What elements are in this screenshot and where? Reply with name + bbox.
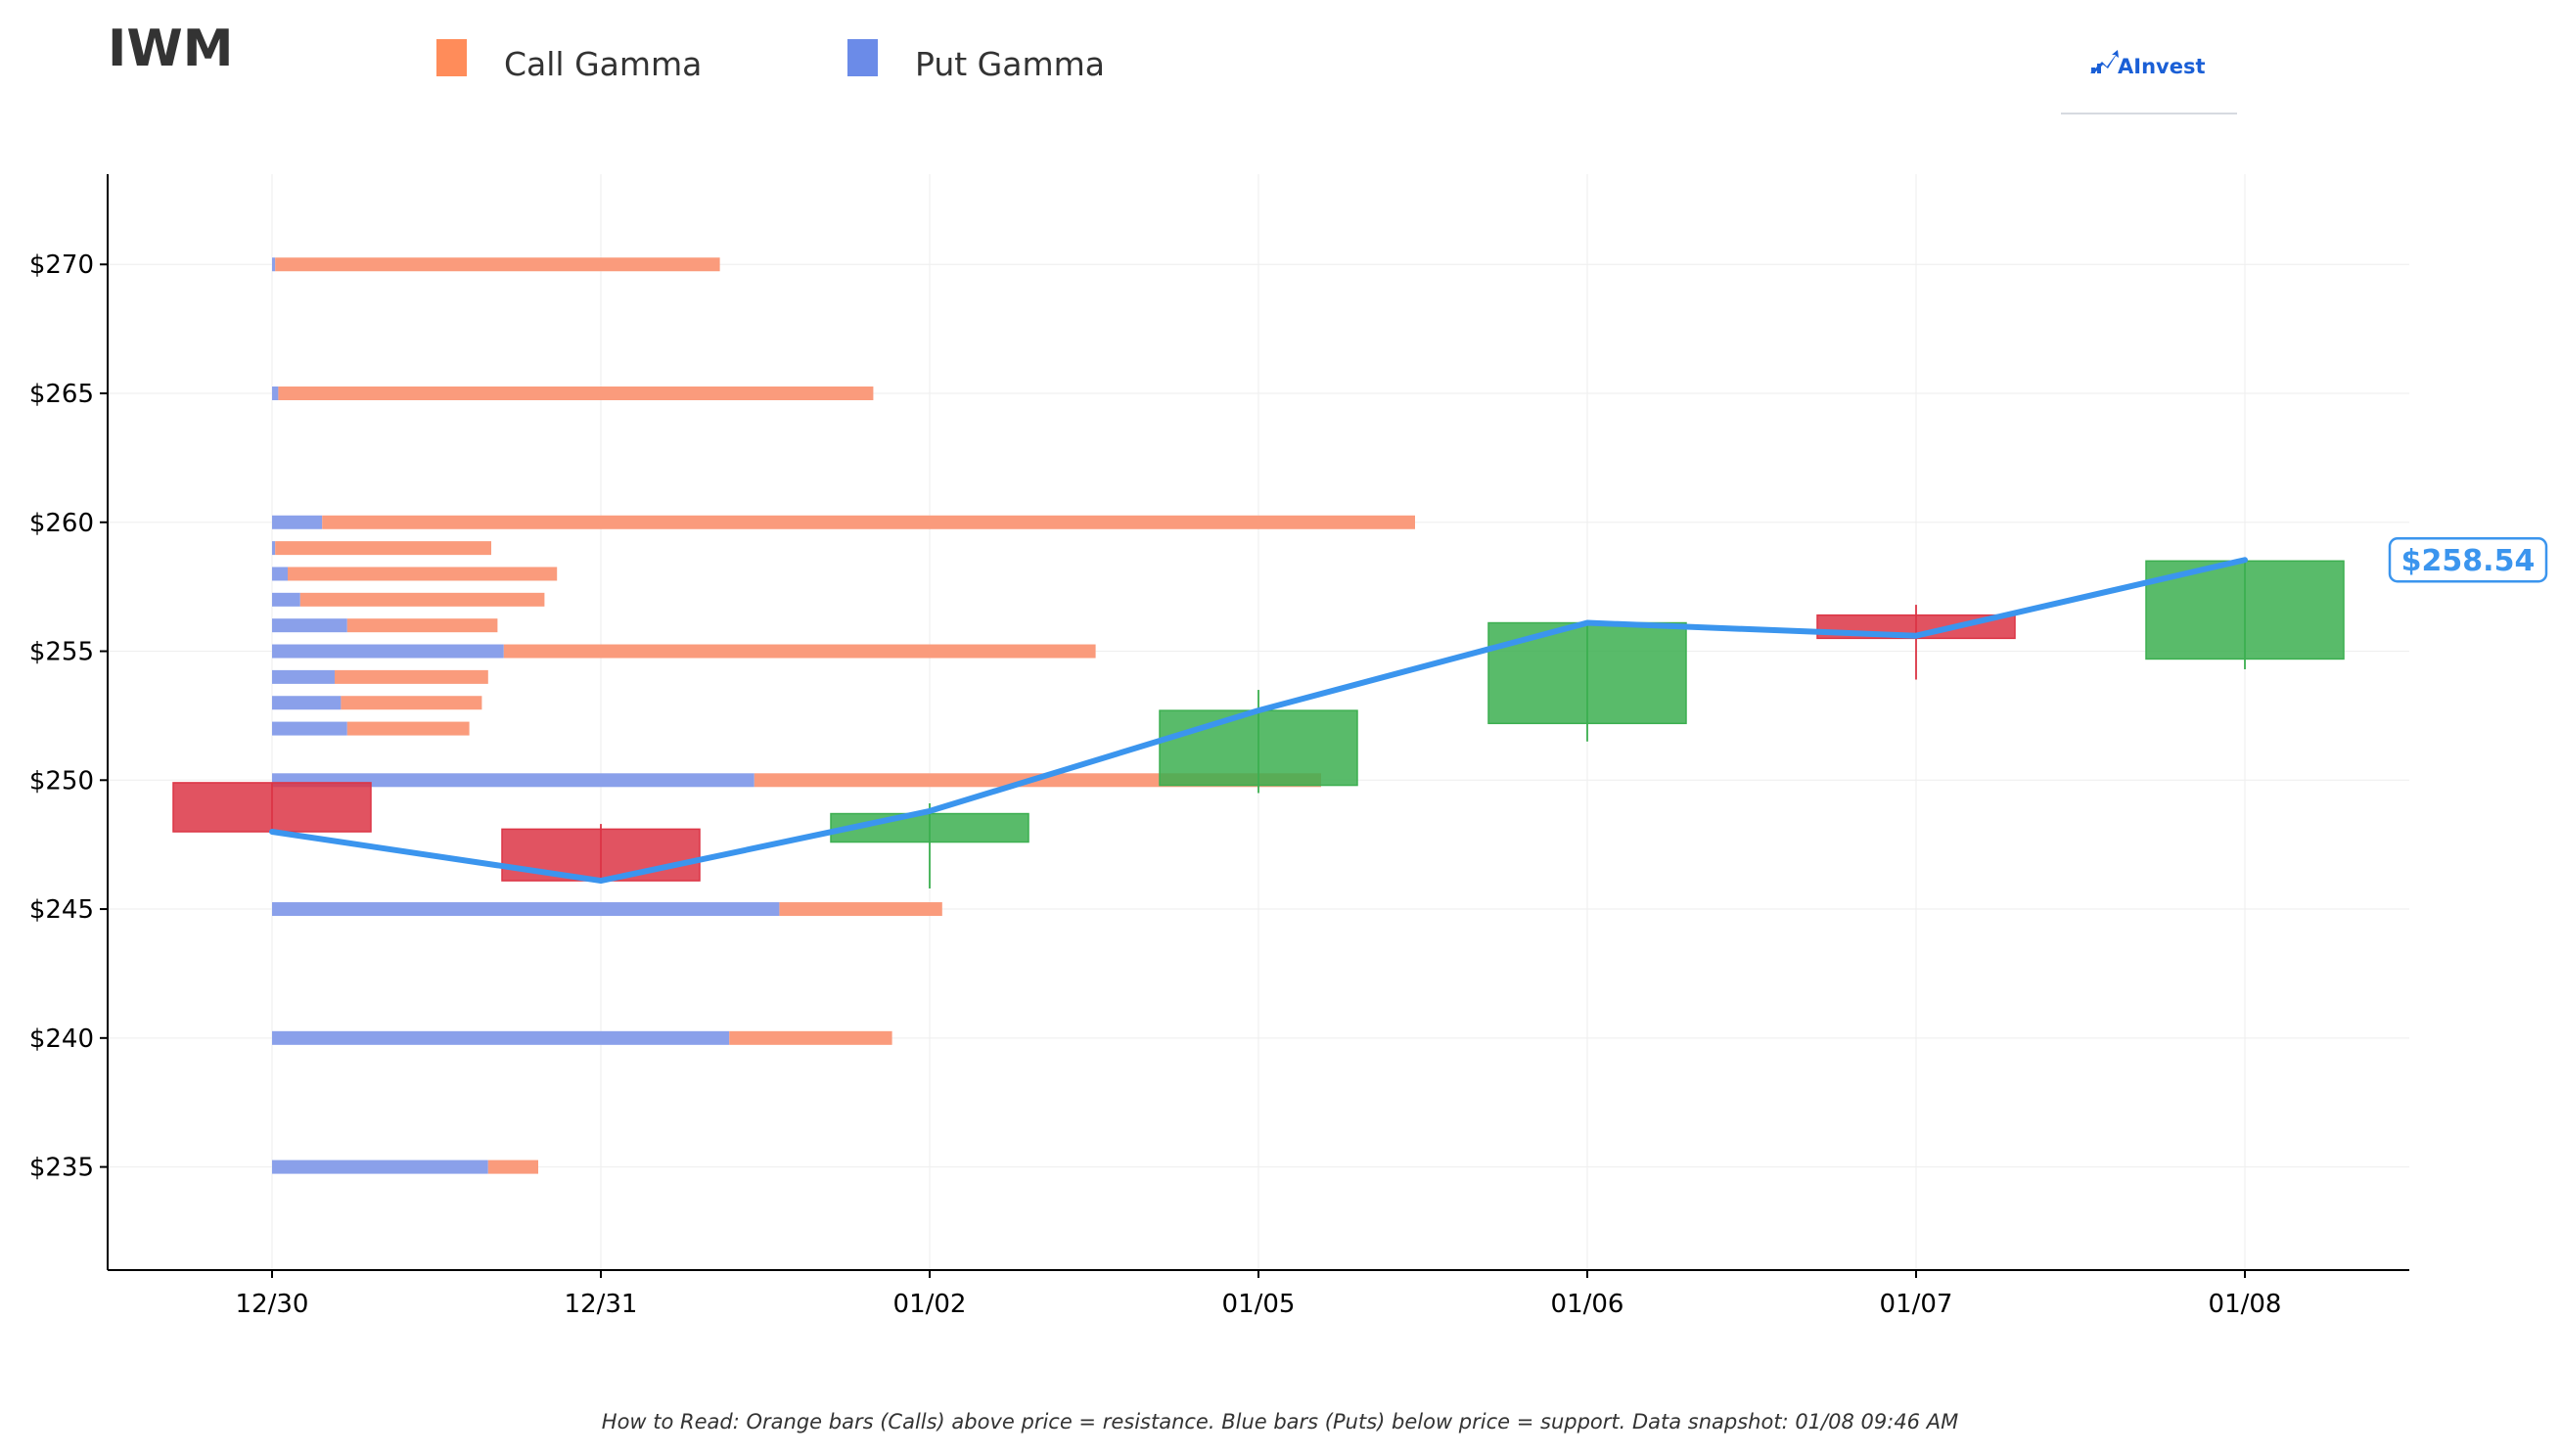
call-gamma-bar-257 xyxy=(299,592,545,607)
y-tick-label-5: $260 xyxy=(29,509,94,538)
put-gamma-bar-252 xyxy=(272,721,347,736)
call-gamma-bar-259 xyxy=(275,541,491,556)
put-gamma-bar-270 xyxy=(272,257,276,272)
put-gamma-bar-250 xyxy=(272,773,754,788)
x-tick-label-4: 01/06 xyxy=(1551,1290,1624,1319)
price-line xyxy=(269,557,2248,885)
call-gamma-bar-270 xyxy=(275,257,720,272)
axes: $235 $240 $245 $250 $255 $260 $265 $270 12/30 12/… xyxy=(29,174,2409,1319)
chart-title: IWM xyxy=(108,20,233,78)
x-tick-label-5: 01/07 xyxy=(1880,1290,1953,1319)
last-price-label: $258.54 xyxy=(2401,544,2536,578)
logo-bar-2 xyxy=(2097,64,2101,73)
call-gamma-bar-260 xyxy=(322,515,1416,529)
put-gamma-bar-258 xyxy=(272,567,288,581)
put-gamma-bar-235 xyxy=(272,1160,488,1174)
legend-swatch-put xyxy=(847,39,878,76)
price-line-layer xyxy=(269,557,2248,885)
last-price-badge: $258.54 xyxy=(2388,536,2548,583)
x-tick-label-3: 01/05 xyxy=(1222,1290,1296,1319)
put-gamma-bar-265 xyxy=(272,387,279,400)
legend-label-call: Call Gamma xyxy=(504,45,702,83)
legend-swatch-call xyxy=(436,39,467,76)
candle-body-3 xyxy=(1159,709,1358,787)
put-gamma-bar-256 xyxy=(272,618,347,633)
y-tick-label-7: $270 xyxy=(29,250,94,280)
call-gamma-bar-255 xyxy=(503,644,1096,659)
put-gamma-bar-253 xyxy=(272,696,342,710)
call-gamma-bar-235 xyxy=(487,1160,538,1174)
y-tick-label-3: $250 xyxy=(29,766,94,796)
x-tick-label-1: 12/31 xyxy=(565,1290,638,1319)
last-price-badge-box xyxy=(2388,536,2548,583)
logo-bar-1 xyxy=(2091,68,2095,73)
call-gamma-bar-252 xyxy=(346,721,470,736)
call-gamma-bar-253 xyxy=(341,696,482,710)
call-gamma-bar-245 xyxy=(779,902,942,917)
y-tick-label-2: $245 xyxy=(29,895,94,925)
candle-body-4 xyxy=(1487,621,1687,725)
call-gamma-bar-256 xyxy=(346,618,498,633)
x-tick-label-2: 01/02 xyxy=(893,1290,967,1319)
y-tick-label-4: $255 xyxy=(29,638,94,667)
put-gamma-bar-259 xyxy=(272,541,276,556)
call-gamma-bar-265 xyxy=(278,387,874,400)
candles xyxy=(172,560,2345,888)
legend: Call Gamma Put Gamma xyxy=(436,39,1105,83)
put-gamma-bar-255 xyxy=(272,644,504,659)
y-tick-label-1: $240 xyxy=(29,1024,94,1054)
put-gamma-bar-260 xyxy=(272,515,323,529)
put-gamma-bar-245 xyxy=(272,902,780,917)
footnote: How to Read: Orange bars (Calls) above p… xyxy=(602,1410,1958,1433)
put-gamma-bar-240 xyxy=(272,1030,730,1045)
call-gamma-bar-240 xyxy=(729,1030,892,1045)
x-tick-label-0: 12/30 xyxy=(236,1290,309,1319)
put-gamma-bar-254 xyxy=(272,669,335,684)
candle-body-0 xyxy=(172,782,372,833)
x-tick-label-6: 01/08 xyxy=(2209,1290,2282,1319)
y-tick-label-0: $235 xyxy=(29,1154,94,1183)
call-gamma-bar-258 xyxy=(288,567,558,581)
call-gamma-bar-254 xyxy=(335,669,488,684)
brand-logo: AInvest xyxy=(2061,50,2237,114)
legend-label-put: Put Gamma xyxy=(915,45,1105,83)
y-tick-label-6: $265 xyxy=(29,380,94,409)
logo-text: AInvest xyxy=(2118,55,2206,78)
put-gamma-bar-257 xyxy=(272,592,300,607)
